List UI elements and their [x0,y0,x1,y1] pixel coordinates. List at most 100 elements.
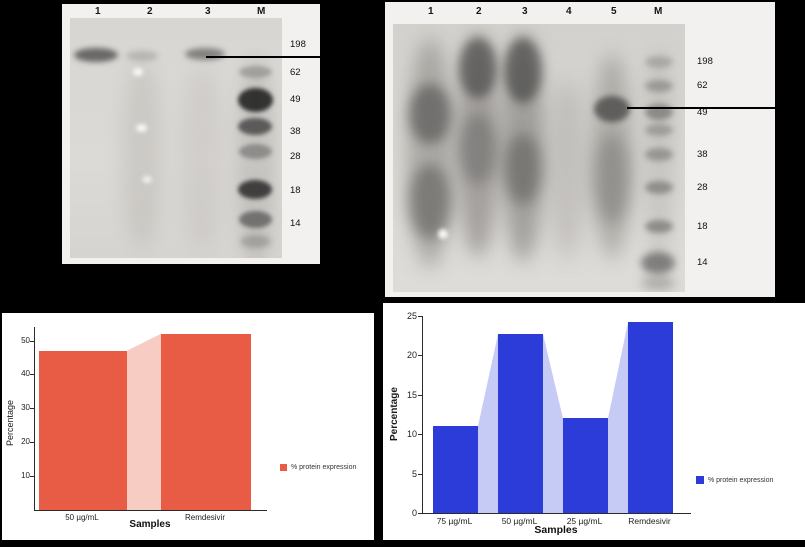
y-tick-label: 5 [411,468,417,479]
y-tick-mark [30,408,34,410]
band-pointer-line [206,56,320,58]
y-tick-mark [30,442,34,444]
bar [563,418,608,513]
y-tick-mark [418,394,422,396]
connector-area [543,334,563,513]
blot-band [126,51,158,61]
x-category-label: 75 µg/mL [436,516,473,526]
blot-band [185,48,225,60]
blot-band [459,38,497,98]
blot-band [180,68,224,248]
blot-band [238,88,273,112]
x-category-label: Remdesivir [628,516,671,526]
band-pointer-line [627,107,775,109]
y-tick-label: 15 [406,389,417,400]
blot-band [238,118,272,135]
marker-weight-label: 38 [290,126,301,137]
blot-membrane [393,24,685,292]
blot-band [136,124,147,132]
x-axis-title: Samples [129,519,171,530]
y-tick-label: 0 [411,508,417,518]
marker-weight-label: 18 [290,185,301,196]
blot-band [240,235,271,248]
lane-label: 3 [205,6,211,17]
lane-label: M [257,6,266,17]
blot-band [409,164,451,239]
connector-area [127,333,161,510]
y-tick-label: 25 [406,311,417,321]
x-category-label: Remdesivir [184,513,225,522]
lane-label: 4 [566,6,572,17]
marker-weight-label: 14 [697,257,708,268]
connector-area [478,334,498,513]
x-category-label: 50 µg/mL [65,513,99,522]
legend: % protein expression [280,464,356,471]
blot-band [504,38,542,103]
y-tick-label: 30 [21,403,30,413]
blot-band [74,48,118,62]
blot-panel-left: 1 2 3 M 198 62 49 38 28 18 14 [62,4,320,264]
y-tick-label: 10 [406,429,417,440]
plot-area [422,316,691,514]
marker-weight-label: 18 [697,221,708,232]
y-tick-mark [30,374,34,376]
y-axis-title: Percentage [389,387,400,441]
x-category-label: 25 µg/mL [566,516,603,526]
lane-label: 2 [147,6,153,17]
bar [39,350,127,510]
blot-band [239,211,272,228]
marker-weight-label: 49 [697,107,708,118]
blot-band [438,229,448,239]
lane-label: 5 [611,6,617,17]
x-axis-title: Samples [534,524,578,536]
legend-label: % protein expression [291,464,357,471]
y-tick-mark [418,513,422,514]
blot-band [641,276,675,290]
blot-band [239,144,272,159]
marker-weight-label: 28 [290,151,301,162]
blot-band [645,220,673,233]
blot-band [122,63,162,248]
bar [628,322,673,513]
blot-band [592,54,632,259]
marker-weight-label: 62 [697,80,708,91]
y-tick-label: 50 [21,335,30,345]
blot-panel-right: 1 2 3 4 5 M 198 62 49 38 28 18 14 [385,2,775,297]
blot-band [645,181,673,194]
marker-weight-label: 28 [697,182,708,193]
chart-panel-right: Percentage Samples % protein expression … [383,303,805,540]
x-category-label: 50 µg/mL [501,516,538,526]
blot-band [645,80,673,92]
blot-band [239,66,272,78]
blot-band [133,68,143,76]
connector-area [608,322,628,513]
y-tick-label: 20 [21,437,30,447]
lane-label: 3 [522,6,528,17]
y-tick-label: 10 [21,471,30,481]
legend-label: % protein expression [708,476,774,484]
y-tick-mark [30,476,34,478]
lane-label: M [654,6,663,17]
blot-band [594,134,630,224]
blot-band [459,114,497,184]
blot-band [548,79,586,259]
marker-weight-label: 38 [697,149,708,160]
y-tick-mark [418,434,422,436]
legend: % protein expression [696,476,773,484]
legend-swatch [280,464,287,471]
marker-weight-label: 14 [290,218,301,229]
blot-band [645,124,673,136]
blot-band [504,134,542,204]
y-tick-mark [30,340,34,342]
marker-weight-label: 49 [290,94,301,105]
lane-label: 1 [95,6,101,17]
bar [433,426,478,513]
blot-band [645,148,673,161]
marker-weight-label: 198 [290,39,306,50]
blot-band [645,56,673,68]
chart-panel-left: Percentage Samples % protein expression … [2,313,374,540]
blot-band [641,252,675,274]
bar [498,334,543,513]
bar [161,333,251,510]
